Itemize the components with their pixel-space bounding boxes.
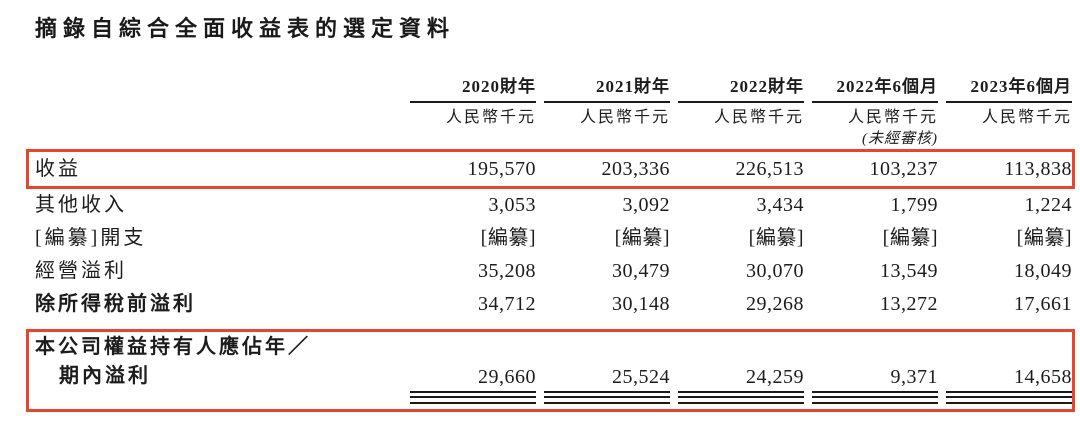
cell-value: 29,268 — [746, 293, 804, 315]
double-rule — [946, 396, 1072, 404]
column-header-2022-6m: 2022年6個月 人民幣千元 (未經審核) — [804, 76, 938, 149]
table-header-row: 2020財年 人民幣千元 2021財年 人民幣千元 2022財年 人民幣千元 2… — [35, 76, 1072, 149]
audit-note — [410, 129, 536, 149]
cell-value: 3,053 — [488, 194, 536, 216]
column-header-2021: 2021財年 人民幣千元 — [536, 76, 670, 149]
double-rule — [678, 396, 804, 404]
column-header-2023-6m: 2023年6個月 人民幣千元 — [938, 76, 1072, 149]
cell-value: 1,224 — [1024, 194, 1072, 216]
double-rule — [812, 396, 938, 404]
table-row-profit-before-tax: 除所得稅前溢利 34,712 30,148 29,268 13,272 17,6… — [35, 288, 1072, 321]
cell-value: 9,371 — [812, 364, 938, 393]
row-label: 經營溢利 — [35, 260, 127, 282]
table-row-attributable-profit: 期內溢利 29,660 25,524 24,259 9,371 14,658 — [35, 363, 1072, 409]
unit-label: 人民幣千元 — [981, 109, 1072, 126]
row-label-line1: 本公司權益持有人應佔年／ — [35, 336, 311, 358]
table-row-operating-profit: 經營溢利 35,208 30,479 30,070 13,549 18,049 — [35, 255, 1072, 288]
column-header-2020: 2020財年 人民幣千元 — [402, 76, 536, 149]
cell-value: 1,799 — [890, 194, 938, 216]
double-rule — [544, 396, 670, 404]
cell-value: 29,660 — [410, 364, 536, 393]
total-cell: 29,660 — [402, 364, 536, 404]
highlight-box-attributable-profit: 本公司權益持有人應佔年／ 期內溢利 29,660 25,524 24,259 9… — [26, 329, 1075, 412]
period-label: 2022年6個月 — [812, 76, 938, 103]
row-label: 收益 — [35, 158, 81, 180]
audit-note — [946, 129, 1072, 149]
row-label: 其他收入 — [35, 194, 127, 216]
header-spacer — [35, 76, 402, 149]
row-label-line2: 期內溢利 — [59, 365, 151, 387]
page-title: 摘錄自綜合全面收益表的選定資料 — [35, 16, 456, 41]
cell-value: [編纂] — [882, 227, 938, 249]
cell-value: 195,570 — [467, 158, 536, 180]
total-cell: 9,371 — [804, 364, 938, 404]
cell-value: 18,049 — [1014, 260, 1072, 282]
period-label: 2020財年 — [410, 76, 536, 103]
cell-value: 30,070 — [746, 260, 804, 282]
table-row-other-income: 其他收入 3,053 3,092 3,434 1,799 1,224 — [35, 189, 1072, 222]
cell-value: 226,513 — [735, 158, 804, 180]
table-row-redacted-expenses: [編纂]開支 [編纂] [編纂] [編纂] [編纂] [編纂] — [35, 222, 1072, 255]
unit-label: 人民幣千元 — [847, 109, 938, 126]
cell-value: 3,434 — [756, 194, 804, 216]
total-cell: 25,524 — [536, 364, 670, 404]
audit-note — [544, 129, 670, 149]
cell-value: 30,148 — [612, 293, 670, 315]
total-cell: 14,658 — [938, 364, 1072, 404]
table-row-revenue: 收益 195,570 203,336 226,513 103,237 113,8… — [35, 152, 1072, 186]
cell-value: 14,658 — [946, 364, 1072, 393]
audit-note — [678, 129, 804, 149]
period-label: 2022財年 — [678, 76, 804, 103]
cell-value: 25,524 — [544, 364, 670, 393]
period-label: 2023年6個月 — [946, 76, 1072, 103]
cell-value: [編纂] — [748, 227, 804, 249]
cell-value: [編纂] — [614, 227, 670, 249]
cell-value: [編纂] — [480, 227, 536, 249]
cell-value: 13,272 — [880, 293, 938, 315]
row-label: [編纂]開支 — [35, 227, 147, 249]
cell-value: 203,336 — [601, 158, 670, 180]
cell-value: 103,237 — [869, 158, 938, 180]
total-cell: 24,259 — [670, 364, 804, 404]
column-header-2022: 2022財年 人民幣千元 — [670, 76, 804, 149]
cell-value: 35,208 — [478, 260, 536, 282]
row-label: 除所得稅前溢利 — [35, 293, 196, 315]
cell-value: 13,549 — [880, 260, 938, 282]
cell-value: 17,661 — [1014, 293, 1072, 315]
unit-label: 人民幣千元 — [445, 109, 536, 126]
cell-value: 24,259 — [678, 364, 804, 393]
highlight-box-revenue: 收益 195,570 203,336 226,513 103,237 113,8… — [26, 149, 1075, 189]
cell-value: 3,092 — [622, 194, 670, 216]
double-rule — [410, 396, 536, 404]
cell-value: [編纂] — [1016, 227, 1072, 249]
audit-note: (未經審核) — [862, 131, 938, 147]
cell-value: 34,712 — [478, 293, 536, 315]
cell-value: 113,838 — [1004, 158, 1072, 180]
unit-label: 人民幣千元 — [579, 109, 670, 126]
period-label: 2021財年 — [544, 76, 670, 103]
unit-label: 人民幣千元 — [713, 109, 804, 126]
cell-value: 30,479 — [612, 260, 670, 282]
